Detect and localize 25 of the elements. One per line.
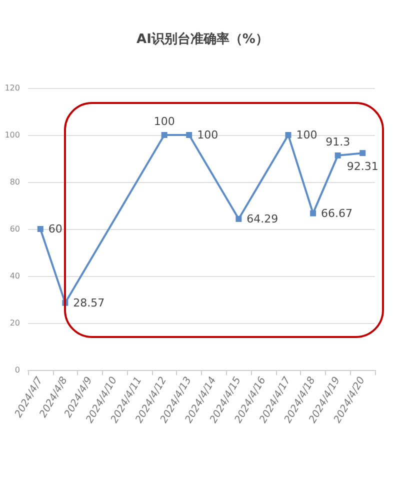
data-label: 100 xyxy=(154,115,175,128)
data-label: 66.67 xyxy=(321,206,353,220)
data-label: 100 xyxy=(197,128,218,142)
data-label: 60 xyxy=(48,222,62,236)
data-label: 64.29 xyxy=(246,212,278,226)
y-tick-label: 40 xyxy=(10,272,20,280)
y-tick-label: 80 xyxy=(10,178,20,186)
point xyxy=(285,132,292,138)
chart-title: AI识别台准确率（%） xyxy=(136,31,268,47)
data-label: 100 xyxy=(296,128,318,142)
data-label: 92.31 xyxy=(346,160,378,174)
point xyxy=(236,216,242,222)
y-tick-label: 20 xyxy=(10,318,20,328)
y-tick-label: 0 xyxy=(14,366,20,374)
y-tick-label: 100 xyxy=(4,130,20,140)
point xyxy=(334,152,341,158)
point xyxy=(186,132,192,138)
y-tick-label: 60 xyxy=(10,224,20,234)
point xyxy=(310,210,316,216)
point xyxy=(37,226,44,232)
data-label: 91.3 xyxy=(326,135,350,148)
point xyxy=(161,132,168,138)
point xyxy=(360,150,366,156)
data-label: 28.57 xyxy=(73,296,105,310)
y-tick-label: 120 xyxy=(4,84,20,92)
